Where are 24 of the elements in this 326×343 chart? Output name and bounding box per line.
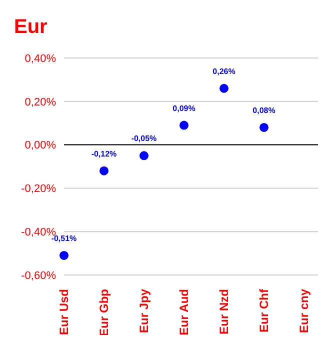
- data-label: -0,12%: [91, 149, 117, 158]
- point: [100, 166, 108, 176]
- y-tick-label: -0,60%: [21, 270, 56, 282]
- point: [220, 84, 228, 93]
- point: [180, 120, 188, 130]
- point: [60, 250, 68, 260]
- point: [260, 122, 268, 132]
- chart-title: Eur: [14, 16, 48, 39]
- x-tick-label: Eur Chf: [257, 288, 271, 332]
- data-label: 0,26%: [212, 66, 236, 76]
- y-tick-label: 0,00%: [24, 140, 56, 152]
- x-tick-label: Eur Jpy: [137, 288, 151, 334]
- point: [140, 151, 148, 160]
- x-tick-label: Eur Aud: [177, 289, 191, 336]
- x-tick-label: Eur Usd: [57, 289, 71, 336]
- data-label: -0,51%: [51, 234, 77, 243]
- data-label: -0,05%: [131, 134, 157, 144]
- data-label: 0,09%: [172, 104, 196, 113]
- data-label: 0,08%: [252, 106, 276, 115]
- x-tick-label: Eur Nzd: [217, 289, 231, 334]
- y-tick-label: -0,20%: [21, 183, 56, 196]
- y-tick-label: 0,20%: [24, 96, 56, 108]
- y-tick-label: 0,40%: [24, 52, 56, 65]
- x-tick-label: Eur cny: [297, 288, 311, 334]
